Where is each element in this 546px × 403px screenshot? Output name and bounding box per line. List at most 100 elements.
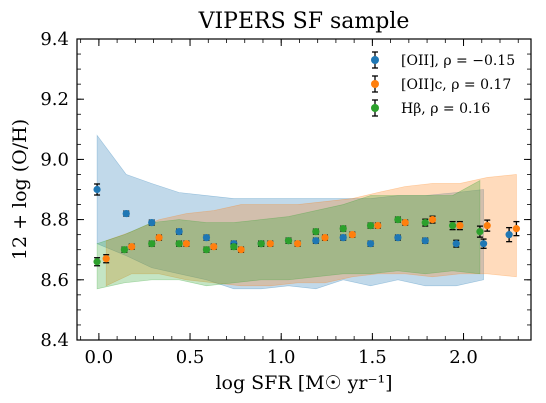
point-series-1 (122, 209, 130, 218)
marker (294, 240, 302, 248)
marker (312, 228, 320, 236)
marker (421, 219, 429, 227)
x-tick-label: 0.5 (176, 347, 205, 368)
point-series-3 (120, 246, 129, 254)
point-series-2 (512, 220, 521, 237)
x-tick-label: 1.5 (358, 347, 387, 368)
y-tick-label: 8.6 (40, 270, 69, 291)
band-series-3 (96, 179, 481, 290)
x-tick-label: 1.0 (267, 347, 296, 368)
y-tick-label: 9.2 (40, 89, 69, 110)
marker (452, 240, 460, 248)
marker (128, 243, 136, 251)
point-series-1 (366, 240, 375, 248)
point-series-3 (312, 228, 320, 236)
marker (456, 222, 464, 230)
point-series-2 (237, 246, 245, 254)
y-tick-label: 9.4 (40, 29, 69, 50)
point-series-3 (448, 220, 457, 231)
marker (505, 231, 513, 239)
point-series-1 (148, 219, 156, 227)
point-series-3 (257, 240, 265, 248)
marker (155, 234, 163, 242)
point-series-3 (202, 246, 211, 254)
point-series-1 (479, 238, 488, 249)
marker (366, 222, 375, 230)
marker (257, 240, 265, 248)
marker (339, 225, 347, 233)
point-series-2 (294, 240, 302, 248)
legend-marker (371, 104, 379, 112)
legend-entry-2: [OII]c, ρ = 0.17 (371, 75, 511, 93)
marker (394, 216, 402, 224)
point-series-2 (374, 222, 382, 230)
y-tick-label: 8.8 (40, 210, 69, 231)
data-points (93, 183, 521, 267)
point-series-1 (421, 237, 429, 245)
marker (202, 234, 211, 242)
marker (479, 240, 488, 248)
marker (182, 240, 190, 248)
legend-entry-3: Hβ, ρ = 0.16 (371, 99, 490, 117)
band-series-1 (96, 134, 484, 290)
marker (374, 222, 382, 230)
marker (120, 246, 129, 254)
marker (421, 237, 429, 245)
marker (210, 243, 218, 251)
point-series-3 (148, 240, 156, 248)
point-series-3 (339, 225, 347, 233)
marker (394, 234, 402, 242)
point-series-1 (452, 239, 460, 248)
marker (348, 231, 356, 239)
confidence-bands (96, 134, 517, 290)
marker (230, 243, 238, 251)
marker (175, 240, 183, 248)
legend-marker (371, 56, 379, 64)
marker (148, 219, 156, 227)
point-series-3 (230, 243, 238, 251)
point-series-2 (210, 243, 218, 251)
marker (339, 234, 347, 242)
point-series-2 (348, 231, 356, 239)
point-series-3 (421, 218, 429, 227)
marker (284, 237, 293, 245)
point-series-2 (428, 215, 437, 224)
marker (93, 258, 101, 266)
marker (321, 234, 329, 242)
marker (122, 209, 130, 218)
marker (102, 255, 110, 263)
x-tick-label: 0.0 (85, 347, 114, 368)
point-series-1 (339, 234, 347, 242)
point-series-2 (128, 243, 136, 251)
marker (175, 228, 183, 236)
marker (366, 240, 375, 248)
legend-marker (371, 80, 379, 88)
legend-entry-1: [OII], ρ = −0.15 (371, 51, 515, 69)
marker (312, 237, 320, 245)
marker (148, 240, 156, 248)
y-tick-label: 9.0 (40, 149, 69, 170)
point-series-2 (102, 254, 110, 264)
point-series-2 (266, 240, 274, 248)
legend-label: [OII]c, ρ = 0.17 (401, 77, 511, 93)
x-tick-label: 2.0 (449, 347, 478, 368)
point-series-1 (93, 183, 101, 196)
legend: [OII], ρ = −0.15 [OII]c, ρ = 0.17 Hβ, ρ = … (371, 51, 515, 117)
point-series-1 (202, 234, 211, 242)
point-series-2 (155, 234, 163, 242)
point-series-2 (483, 219, 491, 232)
marker (448, 222, 457, 230)
point-series-2 (321, 234, 329, 242)
point-series-3 (476, 225, 484, 238)
legend-label: Hβ, ρ = 0.16 (401, 101, 490, 117)
axis-ticks: 0.0 0.5 1.0 1.5 2.0 8.4 8.6 8.8 9.0 9.2 9.4 (40, 29, 531, 368)
point-series-3 (366, 222, 375, 230)
marker (483, 222, 491, 230)
band-series-2 (105, 174, 517, 287)
marker (476, 228, 484, 236)
point-series-1 (312, 237, 320, 245)
point-series-3 (284, 237, 293, 245)
y-tick-label: 8.4 (40, 330, 69, 351)
x-axis-label: log SFR [M☉ yr⁻¹] (215, 372, 392, 394)
